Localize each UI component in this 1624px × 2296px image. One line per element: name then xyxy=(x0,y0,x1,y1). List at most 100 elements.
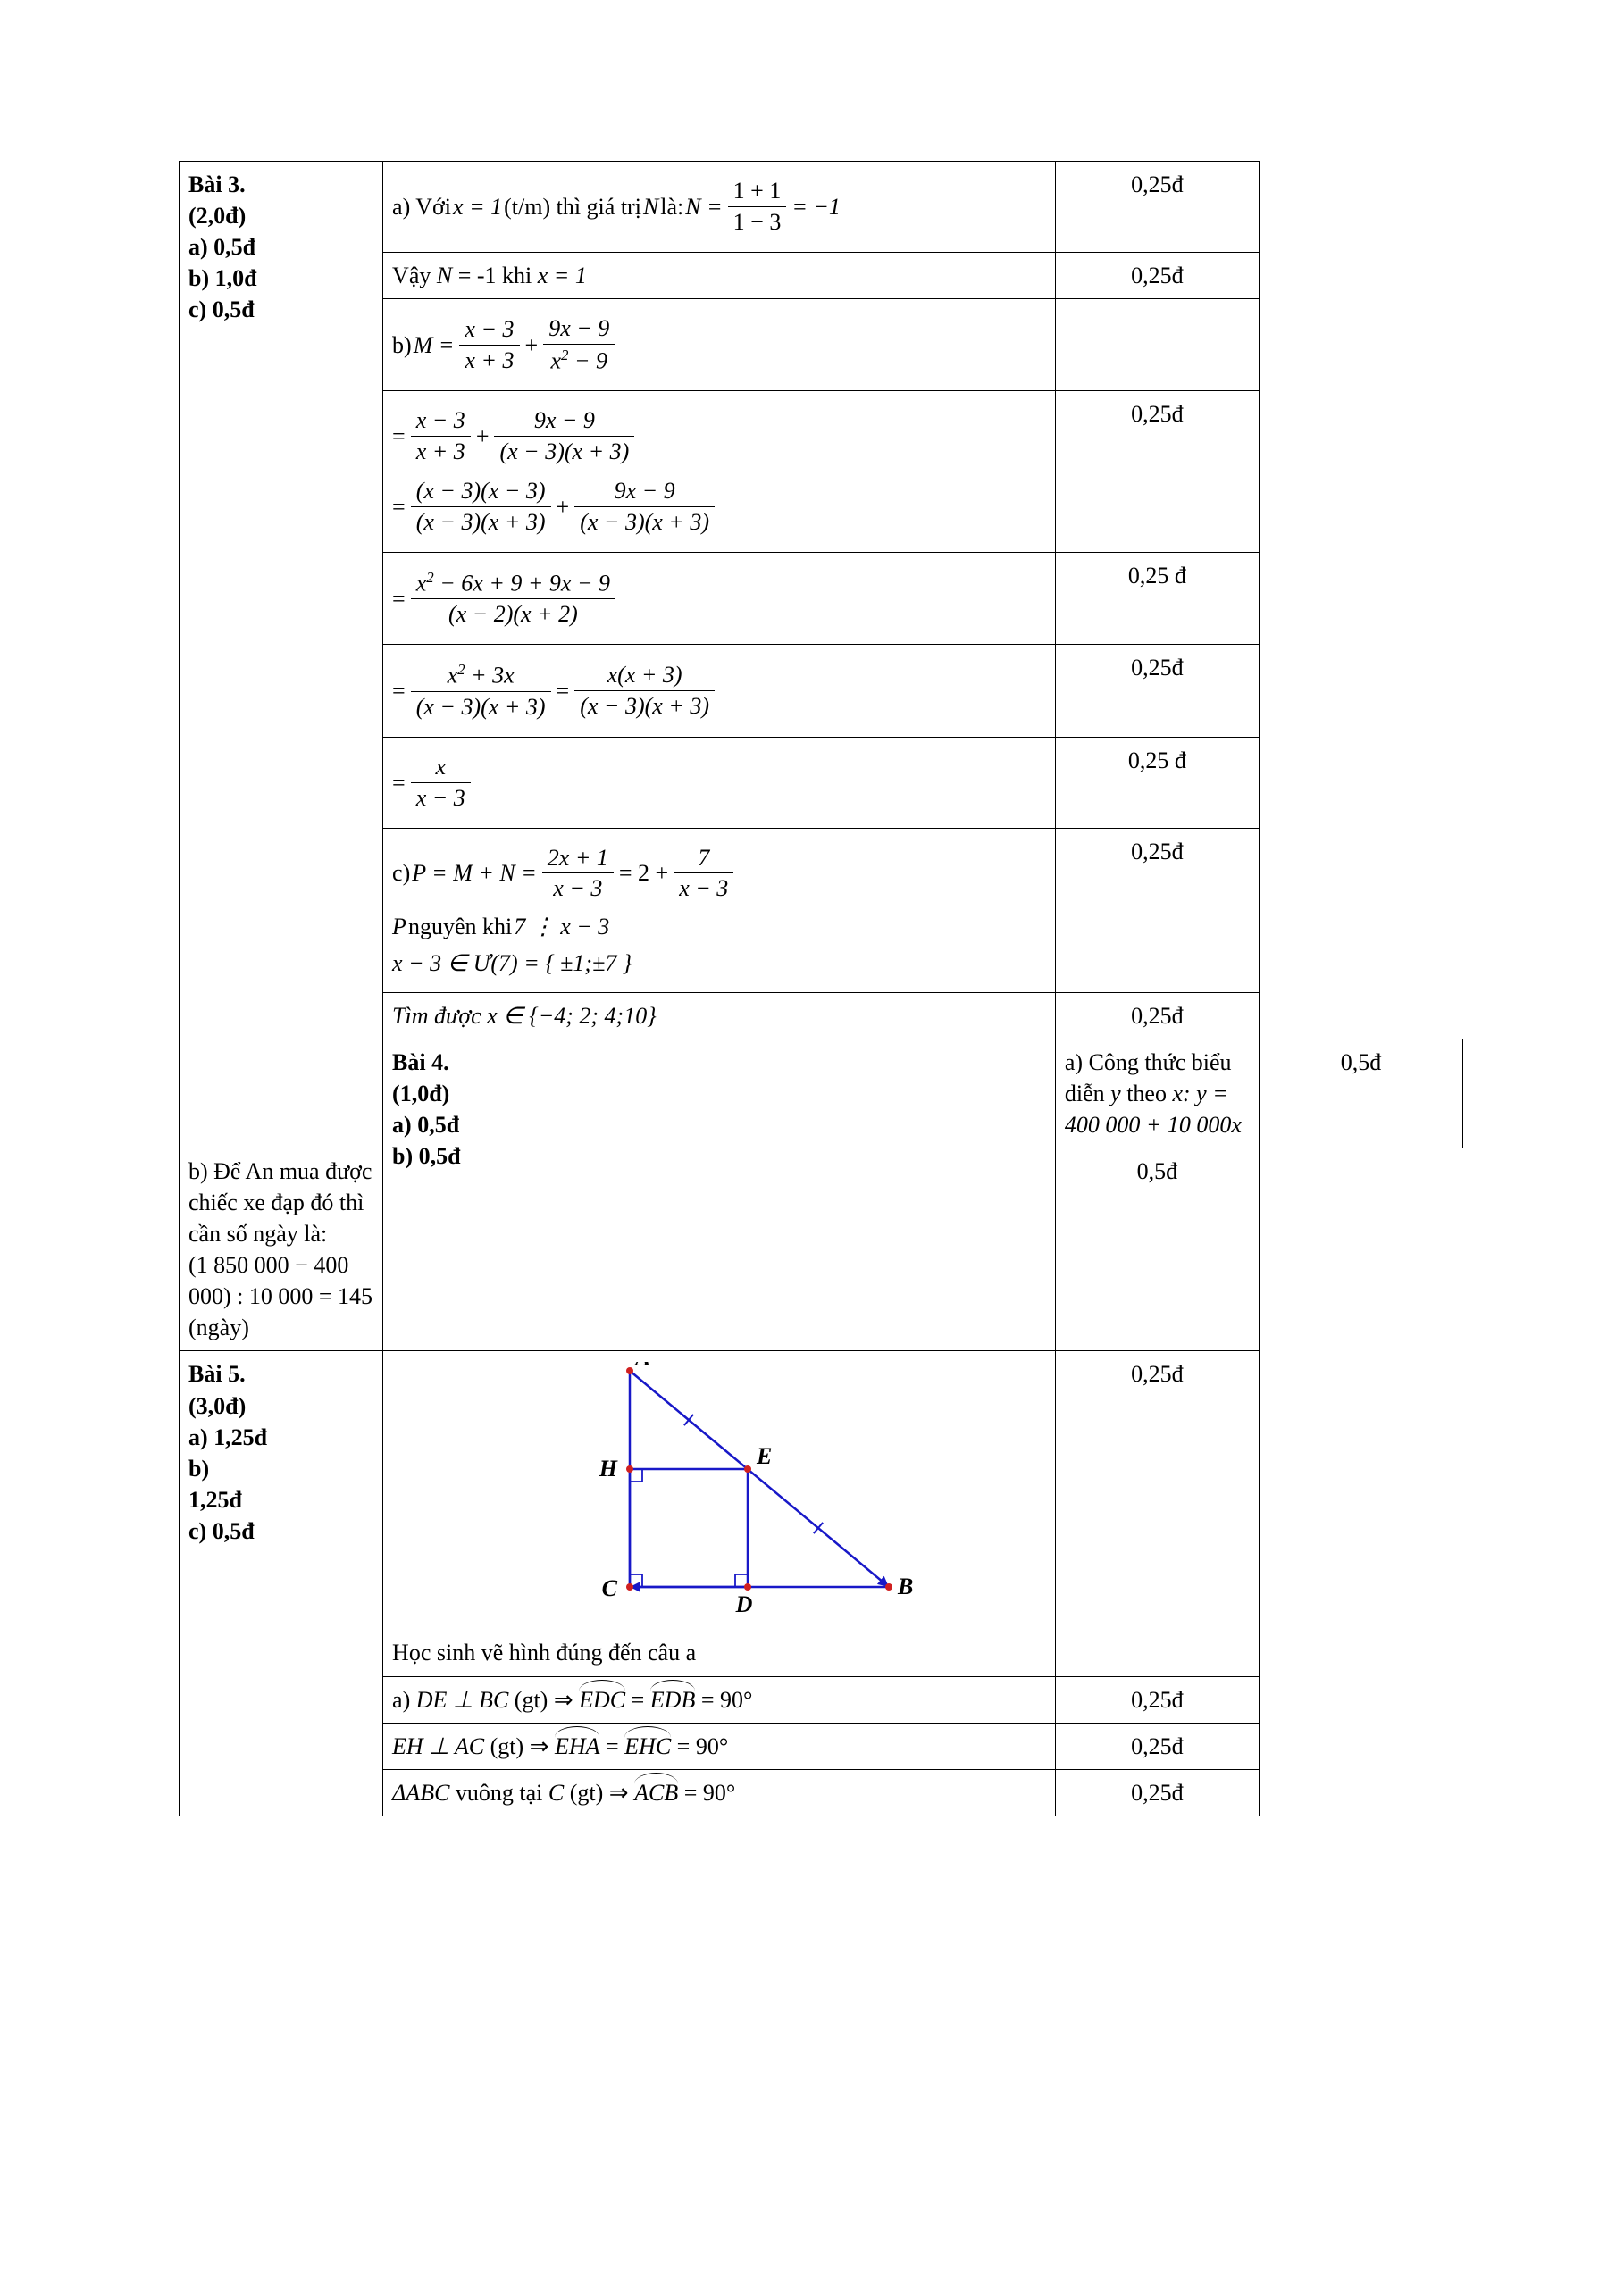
geometry-figure: AEBDCH xyxy=(469,1362,969,1630)
math: C xyxy=(548,1780,564,1806)
plus: + xyxy=(557,491,570,522)
fraction: x(x + 3) (x − 3)(x + 3) xyxy=(574,662,715,720)
svg-text:E: E xyxy=(756,1443,772,1469)
math: x = 1 xyxy=(538,263,587,288)
svg-text:D: D xyxy=(735,1591,753,1617)
denominator: (x − 3)(x + 3) xyxy=(411,507,551,536)
denominator: x − 3 xyxy=(674,873,733,902)
denominator: x − 3 xyxy=(411,783,471,812)
score: 0,25đ xyxy=(1055,645,1259,737)
text: (gt) ⇒ xyxy=(490,1733,549,1759)
math: M = xyxy=(414,330,455,361)
numerator: 9x − 9 xyxy=(543,315,615,345)
bai3-row-a2: Vậy N = -1 khi x = 1 xyxy=(383,252,1056,298)
score: 0,5đ xyxy=(1055,1148,1259,1351)
math: x − 3 ∈ Ư(7) = { ±1;±7 } xyxy=(392,948,632,979)
numerator: x2 − 6x + 9 + 9x − 9 xyxy=(411,569,615,600)
text: b) Để An mua được chiếc xe đạp đó thì cầ… xyxy=(188,1156,373,1249)
bai5-row-a1: a) DE ⊥ BC (gt) ⇒ EDC = EDB = 90° xyxy=(383,1676,1056,1723)
text: = -1 khi xyxy=(458,263,538,288)
text: b) xyxy=(392,330,412,361)
denominator: x2 − 9 xyxy=(543,345,615,375)
text: vuông tại xyxy=(456,1780,548,1806)
score: 0,25đ xyxy=(1055,1723,1259,1769)
bai3-label-cell: Bài 3. (2,0đ) a) 0,5đ b) 1,0đ c) 0,5đ xyxy=(180,162,383,1148)
bai3-b: b) 1,0đ xyxy=(188,265,257,291)
bai3-row-a1: a) Với x = 1 (t/m) thì giá trị N là: N =… xyxy=(383,162,1056,253)
fraction: x2 − 6x + 9 + 9x − 9 (x − 2)(x + 2) xyxy=(411,569,615,628)
bai5-total: (3,0đ) xyxy=(188,1393,246,1419)
plus: + xyxy=(476,421,490,452)
numerator: x − 3 xyxy=(459,316,519,346)
score: 0,25đ xyxy=(1055,992,1259,1039)
eq: = xyxy=(392,767,406,798)
bai5-title: Bài 5. xyxy=(188,1361,246,1387)
score: 0,25 đ xyxy=(1055,737,1259,828)
math: EH ⊥ AC xyxy=(392,1733,484,1759)
text: a) Với xyxy=(392,191,451,222)
fraction: x − 3 x + 3 xyxy=(459,316,519,374)
score: 0,25đ xyxy=(1055,1769,1259,1816)
fraction: 1 + 1 1 − 3 xyxy=(728,178,787,236)
eq: = xyxy=(632,1687,650,1713)
bai5-row-a3: ΔABC vuông tại C (gt) ⇒ ACB = 90° xyxy=(383,1769,1056,1816)
numerator: 1 + 1 xyxy=(728,178,787,207)
fraction: 9x − 9 (x − 3)(x + 3) xyxy=(574,478,715,536)
plus: + xyxy=(525,330,539,361)
bai5-row-figure: AEBDCH Học sinh vẽ hình đúng đến câu a xyxy=(383,1351,1056,1676)
score xyxy=(1055,298,1259,390)
math: = −1 xyxy=(791,191,841,222)
text: c) xyxy=(392,857,410,889)
bai3-row-c2: Tìm được x ∈ {−4; 2; 4;10} xyxy=(383,992,1056,1039)
denominator: x − 3 xyxy=(542,873,614,902)
eq: = xyxy=(392,421,406,452)
bai5-label-cell: Bài 5. (3,0đ) a) 1,25đ b) 1,25đ c) 0,5đ xyxy=(180,1351,383,1816)
svg-text:C: C xyxy=(602,1575,618,1601)
math: x: xyxy=(1172,1081,1196,1106)
score: 0,25đ xyxy=(1055,1351,1259,1676)
score: 0,25đ xyxy=(1055,252,1259,298)
bai3-title: Bài 3. xyxy=(188,171,246,197)
text: là: xyxy=(660,191,683,222)
bai3-c: c) 0,5đ xyxy=(188,296,255,322)
math: = 90° xyxy=(677,1733,729,1759)
denominator: 1 − 3 xyxy=(728,207,787,236)
fraction: x2 + 3x (x − 3)(x + 3) xyxy=(411,661,551,720)
math: P = M + N = xyxy=(412,857,537,889)
math: DE ⊥ BC xyxy=(416,1687,509,1713)
fraction: 7 x − 3 xyxy=(674,845,733,903)
numerator: 9x − 9 xyxy=(494,407,634,437)
answer-key-table: Bài 3. (2,0đ) a) 0,5đ b) 1,0đ c) 0,5đ a)… xyxy=(179,161,1463,1816)
bai3-row-b2: = x − 3 x + 3 + 9x − 9 (x − 3)(x + 3) = … xyxy=(383,391,1056,553)
bai4-label-cell: Bài 4. (1,0đ) a) 0,5đ b) 0,5đ xyxy=(383,1039,1056,1351)
math: P xyxy=(392,911,406,942)
bai4-a: a) 0,5đ xyxy=(392,1112,459,1138)
denominator: (x − 3)(x + 3) xyxy=(494,437,634,465)
angle: EDC xyxy=(579,1684,625,1716)
score: 0,25đ xyxy=(1055,162,1259,253)
text: nguyên khi xyxy=(408,911,512,942)
bai4-b: b) 0,5đ xyxy=(392,1143,461,1169)
score: 0,5đ xyxy=(1259,1039,1462,1148)
eq: = xyxy=(557,675,570,706)
denominator: (x − 2)(x + 2) xyxy=(411,599,615,628)
denominator: (x − 3)(x + 3) xyxy=(574,691,715,720)
text: (gt) ⇒ xyxy=(570,1780,634,1806)
score: 0,25đ xyxy=(1055,1676,1259,1723)
math: = 90° xyxy=(701,1687,753,1713)
eq: = xyxy=(392,491,406,522)
math: Tìm được x ∈ {−4; 2; 4;10} xyxy=(392,1003,657,1029)
text: (t/m) thì giá trị xyxy=(504,191,641,222)
math: ΔABC xyxy=(392,1780,449,1806)
bai5-b2: 1,25đ xyxy=(188,1487,242,1513)
svg-text:A: A xyxy=(633,1362,650,1371)
text: theo xyxy=(1126,1081,1172,1106)
angle: ACB xyxy=(634,1777,678,1808)
math: y xyxy=(1110,1081,1121,1106)
numerator: x2 + 3x xyxy=(411,661,551,692)
text: a) xyxy=(392,1687,416,1713)
fraction: 9x − 9 (x − 3)(x + 3) xyxy=(494,407,634,465)
numerator: x(x + 3) xyxy=(574,662,715,691)
math: = 90° xyxy=(684,1780,736,1806)
bai3-row-b5: = x x − 3 xyxy=(383,737,1056,828)
